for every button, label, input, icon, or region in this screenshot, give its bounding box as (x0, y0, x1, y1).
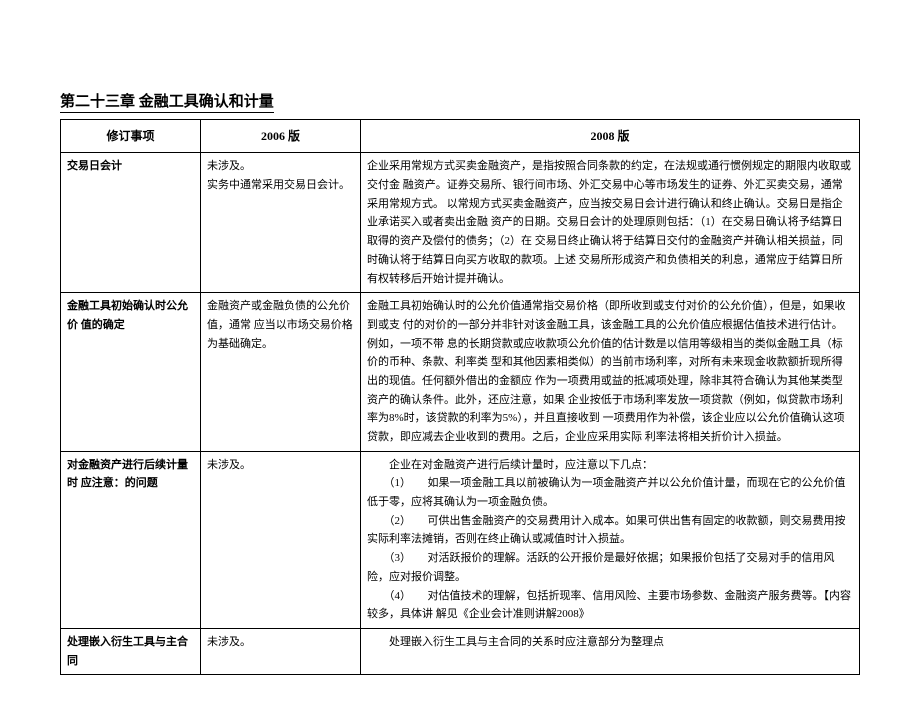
table-row: 对金融资产进行后续计量时 应注意：的问题 未涉及。 企业在对金融资产进行后续计量… (61, 451, 860, 628)
table-row: 交易日会计 未涉及。实务中通常采用交易日会计。 企业采用常规方式买卖金融资产，是… (61, 153, 860, 293)
row-item: 对金融资产进行后续计量时 应注意：的问题 (61, 451, 201, 628)
table-row: 处理嵌入衍生工具与主合同 未涉及。 处理嵌入衍生工具与主合同的关系时应注意部分为… (61, 628, 860, 674)
row-2006: 未涉及。 (201, 451, 361, 628)
table-row: 金融工具初始确认时公允价 值的确定 金融资产或金融负债的公允价值，通常 应当以市… (61, 293, 860, 452)
row-2006: 金融资产或金融负债的公允价值，通常 应当以市场交易价格为基础确定。 (201, 293, 361, 452)
header-2006: 2006 版 (201, 120, 361, 153)
header-item: 修订事项 (61, 120, 201, 153)
row-2008: 金融工具初始确认时的公允价值通常指交易价格（即所收到或支付对价的公允价值），但是… (361, 293, 860, 452)
row-2008: 企业采用常规方式买卖金融资产，是指按照合同条款的约定，在法规或通行惯例规定的期限… (361, 153, 860, 293)
row-2006: 未涉及。 (201, 628, 361, 674)
row-2006: 未涉及。实务中通常采用交易日会计。 (201, 153, 361, 293)
row-item: 交易日会计 (61, 153, 201, 293)
comparison-table: 修订事项 2006 版 2008 版 交易日会计 未涉及。实务中通常采用交易日会… (60, 119, 860, 675)
row-item: 处理嵌入衍生工具与主合同 (61, 628, 201, 674)
header-2008: 2008 版 (361, 120, 860, 153)
row-item: 金融工具初始确认时公允价 值的确定 (61, 293, 201, 452)
row-2008: 处理嵌入衍生工具与主合同的关系时应注意部分为整理点 (361, 628, 860, 674)
row-2008: 企业在对金融资产进行后续计量时，应注意以下几点： （1） 如果一项金融工具以前被… (361, 451, 860, 628)
chapter-title: 第二十三章 金融工具确认和计量 (60, 90, 860, 113)
